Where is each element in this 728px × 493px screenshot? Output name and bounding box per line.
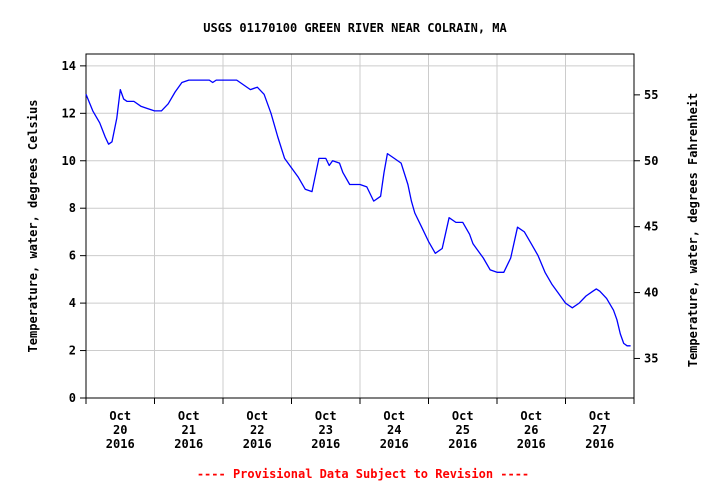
x-tick-label: 2016 [448,437,477,451]
x-tick-label: 2016 [174,437,203,451]
x-tick-label: 2016 [380,437,409,451]
tick-labels: 024681012143540455055Oct202016Oct212016O… [62,59,659,451]
y2-tick-label: 50 [644,154,658,168]
chart-title: USGS 01170100 GREEN RIVER NEAR COLRAIN, … [203,21,507,35]
x-tick-label: Oct [452,409,474,423]
series-line [85,79,631,347]
x-tick-label: 2016 [311,437,340,451]
y2-tick-label: 55 [644,88,658,102]
x-tick-label: 2016 [106,437,135,451]
y-tick-label: 6 [69,249,76,263]
provisional-data-note: ---- Provisional Data Subject to Revisio… [197,467,529,481]
x-tick-label: 27 [593,423,607,437]
y2-tick-label: 35 [644,351,658,365]
x-tick-label: 21 [182,423,196,437]
grid [86,54,634,398]
x-tick-label: Oct [315,409,337,423]
y2-tick-label: 45 [644,220,658,234]
x-tick-label: 25 [456,423,470,437]
x-tick-label: Oct [589,409,611,423]
y-tick-label: 10 [62,154,76,168]
y-axis-label: Temperature, water, degrees Celsius [26,100,40,353]
x-tick-label: 2016 [517,437,546,451]
x-tick-label: 23 [319,423,333,437]
y-tick-label: 2 [69,344,76,358]
x-tick-label: 20 [113,423,127,437]
y-tick-label: 8 [69,201,76,215]
x-tick-label: 22 [250,423,264,437]
x-tick-label: 24 [387,423,401,437]
x-tick-label: 2016 [243,437,272,451]
y2-tick-label: 40 [644,286,658,300]
y2-axis-label: Temperature, water, degrees Fahrenheit [686,93,700,368]
y-tick-label: 12 [62,106,76,120]
x-tick-label: Oct [109,409,131,423]
x-tick-label: 2016 [585,437,614,451]
axes [80,53,640,404]
x-tick-label: Oct [178,409,200,423]
y-tick-label: 14 [62,59,76,73]
x-tick-label: Oct [246,409,268,423]
y-tick-label: 0 [69,391,76,405]
x-tick-label: 26 [524,423,538,437]
x-tick-label: Oct [520,409,542,423]
x-tick-label: Oct [383,409,405,423]
series-layer [85,79,631,347]
y-tick-label: 4 [69,296,76,310]
